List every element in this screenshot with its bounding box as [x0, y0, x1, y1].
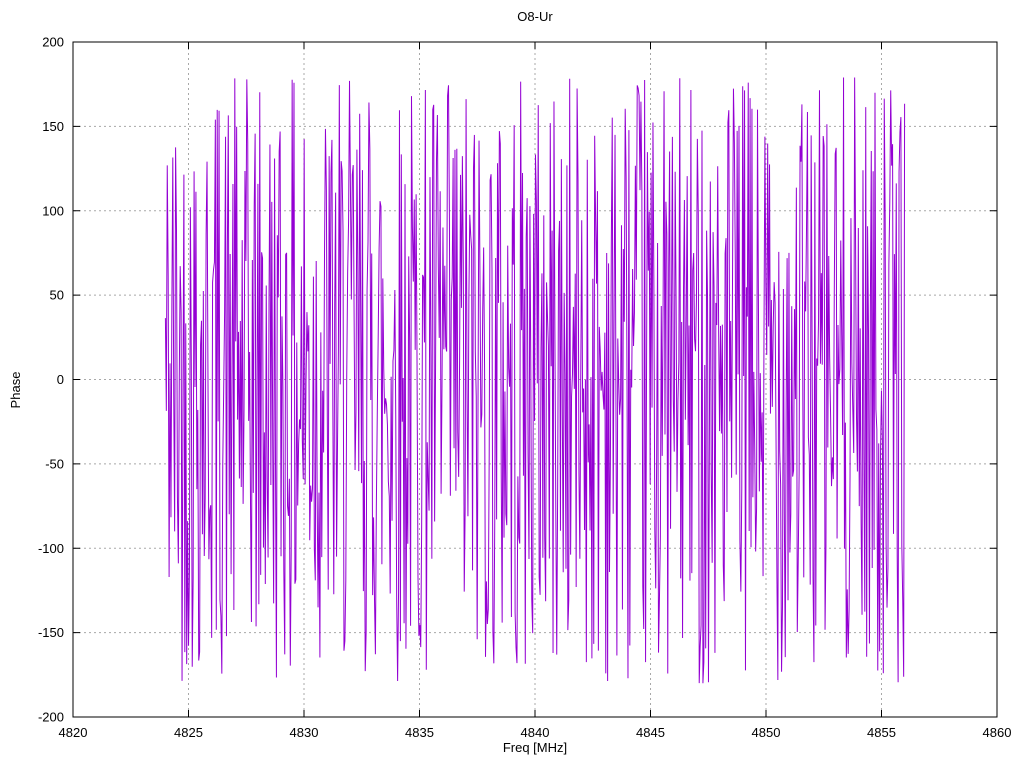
x-axis-label: Freq [MHz] [502, 740, 568, 755]
y-tick-label: 100 [42, 203, 64, 218]
x-tick-label: 4820 [59, 725, 88, 740]
x-tick-label: 4825 [174, 725, 203, 740]
y-tick-label: -100 [38, 541, 64, 556]
y-tick-label: -200 [38, 710, 64, 725]
x-tick-label: 4835 [405, 725, 434, 740]
x-tick-label: 4850 [752, 725, 781, 740]
x-tick-label: 4830 [290, 725, 319, 740]
y-tick-label: -150 [38, 625, 64, 640]
y-tick-label: -50 [45, 456, 64, 471]
phase-trace [164, 77, 906, 684]
chart-title: O8-Ur [517, 9, 553, 24]
x-tick-label: 4840 [521, 725, 550, 740]
x-tick-label: 4855 [867, 725, 896, 740]
y-tick-label: 150 [42, 119, 64, 134]
y-tick-label: 200 [42, 35, 64, 50]
x-tick-label: 4860 [983, 725, 1012, 740]
y-tick-label: 0 [57, 372, 64, 387]
x-tick-label: 4845 [636, 725, 665, 740]
y-tick-label: 50 [50, 288, 64, 303]
